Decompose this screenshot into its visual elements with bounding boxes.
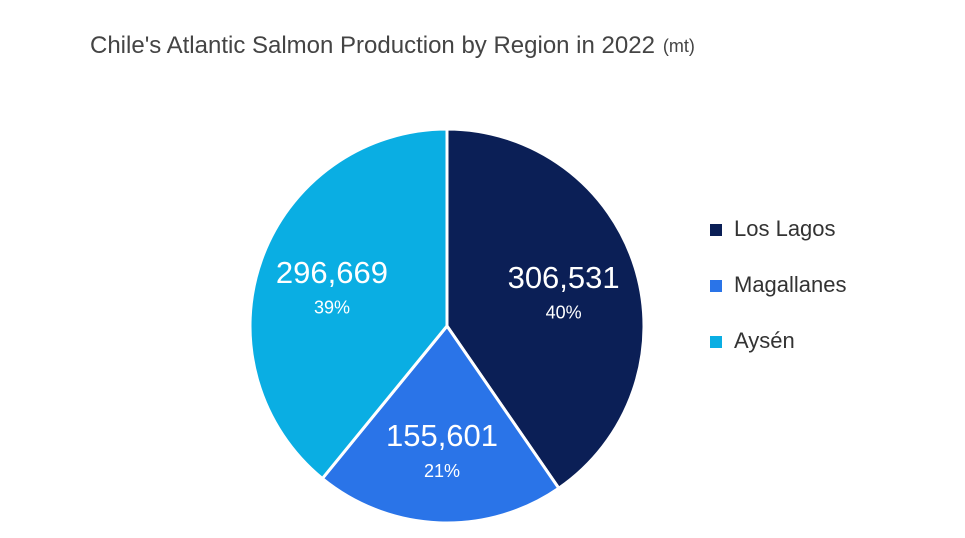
unit: (mt)	[663, 36, 695, 56]
legend-label: Magallanes	[734, 272, 847, 297]
chart-title-group: Chile's Atlantic Salmon Production by Re…	[90, 32, 695, 59]
pie-slice	[320, 323, 561, 525]
legend-swatch	[710, 280, 722, 292]
percent-label: 39%	[314, 298, 350, 318]
percent-label: 40%	[546, 302, 582, 322]
value-label: 296,669	[276, 255, 388, 290]
value-label: 306,531	[508, 260, 620, 295]
pie-slice	[248, 127, 449, 481]
chart-title: Chile's Atlantic Salmon Production by Re…	[90, 32, 655, 59]
legend-swatch	[710, 336, 722, 348]
percent-label: 21%	[424, 461, 460, 481]
legend-swatch	[710, 224, 722, 236]
pie-slice	[445, 127, 646, 491]
legend-label: Aysén	[734, 328, 795, 353]
value-label: 155,601	[386, 418, 498, 453]
legend-label: Los Lagos	[734, 216, 836, 241]
